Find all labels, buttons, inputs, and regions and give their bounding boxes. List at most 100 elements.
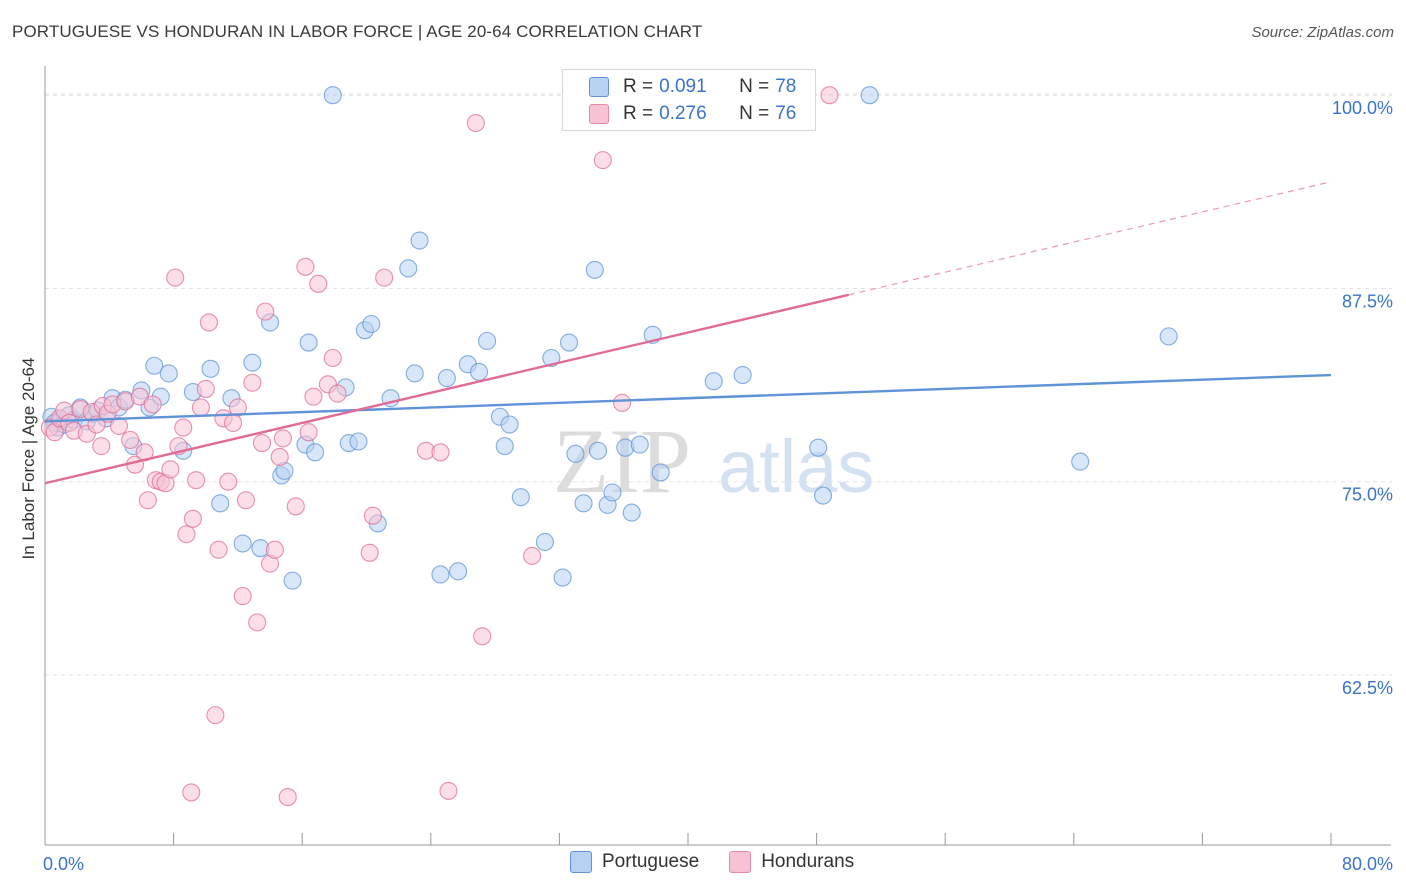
series-swatch-hondurans bbox=[729, 851, 752, 873]
portuguese-point bbox=[469, 362, 489, 381]
portuguese-point bbox=[585, 260, 604, 279]
legend-n-value: 78 bbox=[775, 76, 797, 97]
legend-row-portuguese: R = 0.091 N = 78 bbox=[589, 74, 796, 100]
honduran-trend-line bbox=[44, 293, 850, 485]
honduran-point bbox=[273, 429, 292, 448]
portuguese-point bbox=[588, 441, 608, 460]
stats-legend: R = 0.091 N = 78 R = 0.276 N = 76 bbox=[562, 69, 816, 131]
portuguese-point bbox=[630, 435, 649, 454]
honduran-point bbox=[187, 471, 206, 490]
honduran-point bbox=[296, 257, 315, 276]
portuguese-point bbox=[553, 568, 572, 587]
series-swatch-portuguese bbox=[570, 851, 592, 873]
chart-title: PORTUGUESE VS HONDURAN IN LABOR FORCE | … bbox=[12, 22, 703, 41]
y-axis-title: In Labor Force | Age 20-64 bbox=[19, 358, 38, 560]
legend-n-label: N = bbox=[739, 76, 770, 97]
portuguese-point bbox=[449, 562, 468, 581]
portuguese-point bbox=[542, 348, 561, 368]
honduran-point bbox=[278, 788, 297, 807]
honduran-point bbox=[360, 543, 379, 562]
series-label-hondurans: Hondurans bbox=[761, 851, 855, 872]
x-tick-label: 80.0% bbox=[1342, 854, 1393, 874]
honduran-point bbox=[256, 302, 275, 321]
honduran-point bbox=[820, 86, 839, 105]
y-tick-label: 62.5% bbox=[1342, 678, 1393, 698]
honduran-point bbox=[363, 506, 382, 525]
portuguese-point bbox=[813, 486, 833, 505]
portuguese-point bbox=[410, 231, 429, 250]
trend-lines bbox=[44, 181, 1332, 485]
honduran-point bbox=[328, 384, 347, 403]
honduran-point bbox=[121, 430, 140, 449]
honduran-trend-line-extension bbox=[848, 181, 1332, 296]
portuguese-point bbox=[243, 353, 262, 372]
honduran-point bbox=[431, 443, 450, 462]
portuguese-point bbox=[145, 356, 164, 375]
honduran-point bbox=[183, 509, 202, 528]
portuguese-point bbox=[495, 437, 514, 456]
honduran-point bbox=[439, 781, 458, 800]
portuguese-point bbox=[211, 494, 230, 513]
portuguese-point bbox=[159, 364, 178, 383]
portuguese-point bbox=[511, 488, 530, 507]
series-legend-portuguese[interactable]: Portuguese bbox=[570, 851, 699, 873]
honduran-point bbox=[286, 497, 305, 516]
data-points bbox=[40, 86, 1178, 807]
honduran-point bbox=[209, 540, 228, 559]
honduran-point bbox=[252, 433, 272, 453]
honduran-point bbox=[92, 437, 111, 456]
legend-r-label: R = bbox=[623, 76, 654, 97]
axis-labels: 62.5% 75.0% 87.5% 100.0% 0.0% 80.0% In Labor F… bbox=[19, 98, 1393, 874]
legend-r-label: R = bbox=[623, 103, 654, 124]
honduran-point bbox=[206, 706, 225, 725]
portuguese-point bbox=[349, 432, 368, 451]
portuguese-point bbox=[603, 483, 622, 502]
portuguese-point bbox=[733, 365, 752, 385]
legend-row-hondurans: R = 0.276 N = 76 bbox=[589, 101, 796, 127]
honduran-point bbox=[473, 627, 492, 646]
honduran-point bbox=[466, 113, 485, 133]
portuguese-point bbox=[1159, 327, 1178, 346]
honduran-point bbox=[593, 151, 612, 170]
honduran-point bbox=[248, 613, 267, 632]
honduran-point bbox=[323, 348, 342, 368]
honduran-point bbox=[174, 418, 193, 437]
legend-r-value: 0.276 bbox=[659, 103, 707, 124]
honduran-point bbox=[243, 373, 262, 392]
honduran-point bbox=[233, 587, 252, 606]
portuguese-point bbox=[399, 259, 418, 278]
honduran-point bbox=[236, 491, 255, 510]
watermark-atlas: atlas bbox=[718, 425, 874, 508]
source-label: Source: ZipAtlas.com bbox=[1251, 24, 1394, 41]
honduran-point bbox=[299, 423, 318, 442]
portuguese-point bbox=[306, 443, 325, 462]
portuguese-trend-line bbox=[44, 373, 1332, 423]
y-tick-label: 87.5% bbox=[1342, 291, 1393, 311]
honduran-point bbox=[523, 546, 542, 565]
honduran-point bbox=[219, 472, 238, 491]
x-tick-label: 0.0% bbox=[43, 854, 84, 874]
portuguese-point bbox=[405, 364, 424, 383]
portuguese-point bbox=[201, 359, 220, 378]
portuguese-point bbox=[500, 415, 519, 434]
portuguese-point bbox=[1071, 452, 1090, 471]
axes bbox=[44, 66, 1391, 846]
series-label-portuguese: Portuguese bbox=[602, 851, 700, 872]
honduran-point bbox=[196, 379, 215, 398]
honduran-point bbox=[309, 274, 328, 293]
portuguese-point bbox=[283, 571, 302, 590]
portuguese-point bbox=[860, 86, 879, 105]
honduran-point bbox=[143, 395, 162, 414]
series-legend-hondurans[interactable]: Hondurans bbox=[729, 851, 854, 873]
honduran-point bbox=[177, 525, 196, 544]
portuguese-point bbox=[574, 494, 593, 513]
portuguese-point bbox=[651, 463, 670, 482]
honduran-point bbox=[161, 460, 180, 479]
portuguese-point bbox=[566, 444, 585, 463]
portuguese-point bbox=[535, 532, 554, 552]
honduran-point bbox=[138, 491, 157, 510]
honduran-point bbox=[265, 540, 284, 559]
honduran-point bbox=[166, 268, 185, 287]
y-tick-label: 75.0% bbox=[1342, 485, 1393, 505]
